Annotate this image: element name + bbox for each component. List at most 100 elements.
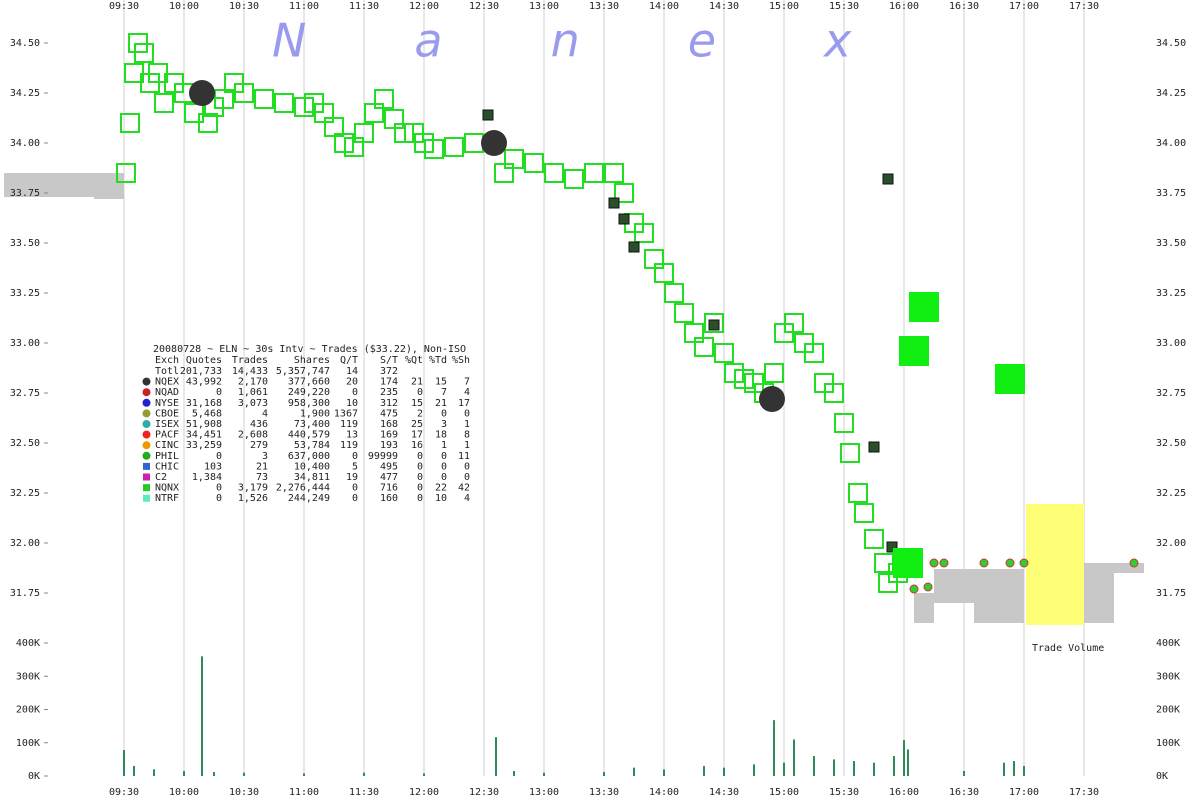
legend-cell: 103 bbox=[204, 461, 222, 472]
legend-cell: 377,660 bbox=[288, 377, 330, 388]
legend-cell: 119 bbox=[340, 440, 358, 451]
block-trade bbox=[759, 386, 785, 412]
volume-bar bbox=[213, 772, 215, 776]
legend-marker bbox=[143, 462, 150, 470]
volume-bar bbox=[423, 773, 425, 776]
trade-marker bbox=[824, 383, 844, 403]
volume-bar bbox=[853, 761, 855, 776]
volume-tick-label: 100K bbox=[1156, 738, 1180, 749]
trade-marker bbox=[524, 153, 544, 173]
legend-cell: 249,220 bbox=[288, 387, 330, 398]
legend-cell: 33,259 bbox=[186, 440, 222, 451]
legend-cell: 2,276,444 bbox=[276, 483, 330, 494]
legend-cell: Totl bbox=[155, 366, 179, 377]
volume-bar bbox=[1023, 766, 1025, 776]
trade-marker bbox=[664, 283, 684, 303]
trade-marker bbox=[614, 183, 634, 203]
trade-marker bbox=[854, 503, 874, 523]
legend-cell: 14,433 bbox=[232, 366, 268, 377]
volume-bar bbox=[783, 762, 785, 776]
legend-cell: 3,179 bbox=[238, 483, 268, 494]
after-hours-trade bbox=[899, 336, 929, 366]
volume-bar bbox=[495, 737, 497, 776]
volume-bar bbox=[773, 720, 775, 776]
legend-cell: 19 bbox=[346, 472, 358, 483]
x-tick-label: 13:00 bbox=[529, 787, 559, 798]
legend-cell: 8 bbox=[464, 430, 470, 441]
legend-cell: 1,900 bbox=[300, 408, 330, 419]
legend-column: Shares bbox=[294, 355, 330, 366]
legend-cell: 0 bbox=[464, 472, 470, 483]
legend-cell: 20 bbox=[346, 377, 358, 388]
volume-bar bbox=[723, 767, 725, 776]
legend-cell: 10 bbox=[435, 493, 447, 504]
x-tick-label: 12:30 bbox=[469, 787, 499, 798]
trade-marker bbox=[584, 163, 604, 183]
legend-cell: 5 bbox=[352, 461, 358, 472]
legend-column: %Qt bbox=[405, 355, 423, 366]
y-tick-label: 34.50 bbox=[1156, 38, 1186, 49]
trade-marker bbox=[564, 169, 584, 189]
y-tick-label: 33.75 bbox=[1156, 188, 1186, 199]
legend-cell: 21 bbox=[411, 377, 423, 388]
trade-marker bbox=[674, 303, 694, 323]
y-tick-label: 33.00 bbox=[10, 338, 40, 349]
x-tick-label: 09:30 bbox=[109, 787, 139, 798]
trade-marker bbox=[274, 93, 294, 113]
annotation: Trade Volume bbox=[1032, 643, 1104, 654]
volume-bar bbox=[663, 769, 665, 776]
x-tick-label: 11:00 bbox=[289, 1, 319, 12]
trade-marker bbox=[254, 89, 274, 109]
legend-cell: 10 bbox=[346, 398, 358, 409]
y-tick-label: 34.00 bbox=[1156, 138, 1186, 149]
legend-cell: 17 bbox=[411, 430, 423, 441]
trade-marker bbox=[654, 263, 674, 283]
after-hours-dot bbox=[1019, 558, 1029, 568]
legend-cell: 477 bbox=[380, 472, 398, 483]
x-tick-label: 14:00 bbox=[649, 787, 679, 798]
legend-cell: 4 bbox=[464, 387, 470, 398]
legend-cell: PHIL bbox=[155, 451, 179, 462]
legend-cell: 716 bbox=[380, 483, 398, 494]
legend-cell: 0 bbox=[417, 472, 423, 483]
volume-bar bbox=[893, 756, 895, 776]
legend-cell: 0 bbox=[352, 451, 358, 462]
legend-marker bbox=[142, 409, 151, 418]
legend-cell: 440,579 bbox=[288, 430, 330, 441]
legend-column: %Sh bbox=[452, 355, 470, 366]
legend-marker bbox=[142, 388, 151, 397]
x-tick-label: 17:00 bbox=[1009, 787, 1039, 798]
x-tick-label: 12:00 bbox=[409, 787, 439, 798]
x-tick-label: 16:00 bbox=[889, 787, 919, 798]
legend-marker bbox=[142, 451, 151, 460]
legend-cell: 0 bbox=[441, 472, 447, 483]
legend-cell: 42 bbox=[458, 483, 470, 494]
legend-cell: 372 bbox=[380, 366, 398, 377]
legend-cell: 34,451 bbox=[186, 430, 222, 441]
legend-cell: 15 bbox=[411, 398, 423, 409]
legend-marker bbox=[143, 484, 150, 492]
legend-cell: 168 bbox=[380, 419, 398, 430]
legend-marker bbox=[142, 377, 151, 386]
trade-square bbox=[482, 109, 494, 121]
legend-cell: 14 bbox=[346, 366, 358, 377]
volume-bar bbox=[153, 769, 155, 776]
volume-tick-label: 200K bbox=[16, 705, 40, 716]
legend-cell: 0 bbox=[441, 451, 447, 462]
after-hours-dot bbox=[979, 558, 989, 568]
block-trade bbox=[189, 80, 215, 106]
legend-cell: 475 bbox=[380, 408, 398, 419]
legend-column: S/T bbox=[380, 355, 398, 366]
y-tick-label: 31.75 bbox=[1156, 588, 1186, 599]
trade-marker bbox=[444, 137, 464, 157]
legend-cell: 16 bbox=[411, 440, 423, 451]
volume-bar bbox=[123, 750, 125, 776]
legend-marker bbox=[143, 473, 150, 481]
trade-marker bbox=[198, 113, 218, 133]
trade-marker bbox=[704, 313, 724, 333]
trade-marker bbox=[714, 343, 734, 363]
trade-marker bbox=[848, 483, 868, 503]
after-hours-dot bbox=[909, 584, 919, 594]
x-tick-label: 10:00 bbox=[169, 1, 199, 12]
legend-cell: 15 bbox=[435, 377, 447, 388]
